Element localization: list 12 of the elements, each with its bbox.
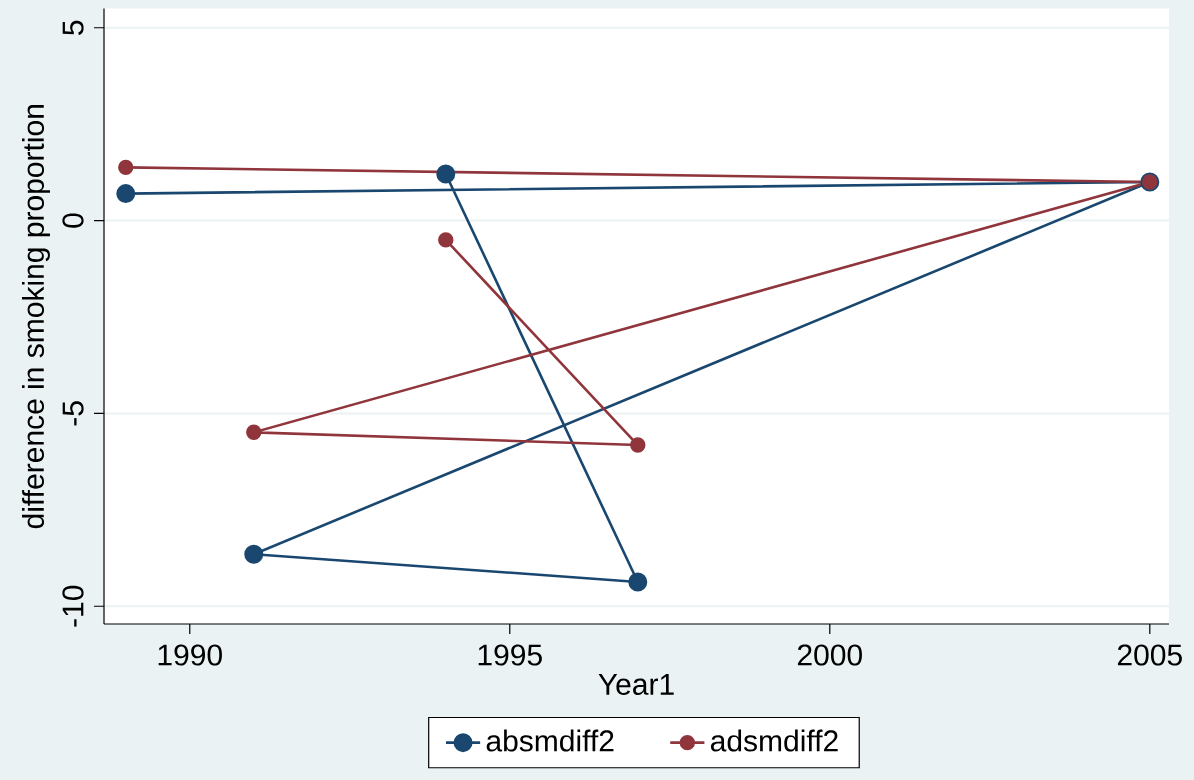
x-tick-label: 2000 [797, 644, 862, 666]
legend-label: adsmdiff2 [710, 729, 838, 752]
x-tick-label: 2005 [1117, 644, 1182, 666]
y-axis-title: difference in smoking proportion [22, 105, 50, 529]
y-tick-label: -10 [62, 585, 84, 627]
x-tick-label: 1995 [478, 644, 542, 666]
y-tick-label: 5 [62, 20, 84, 35]
x-axis-title: Year1 [598, 674, 674, 695]
legend-label: absmdiff2 [486, 729, 614, 752]
y-tick-label: -5 [62, 401, 84, 426]
x-tick-label: 1990 [158, 644, 222, 666]
y-tick-label: 0 [62, 213, 84, 228]
